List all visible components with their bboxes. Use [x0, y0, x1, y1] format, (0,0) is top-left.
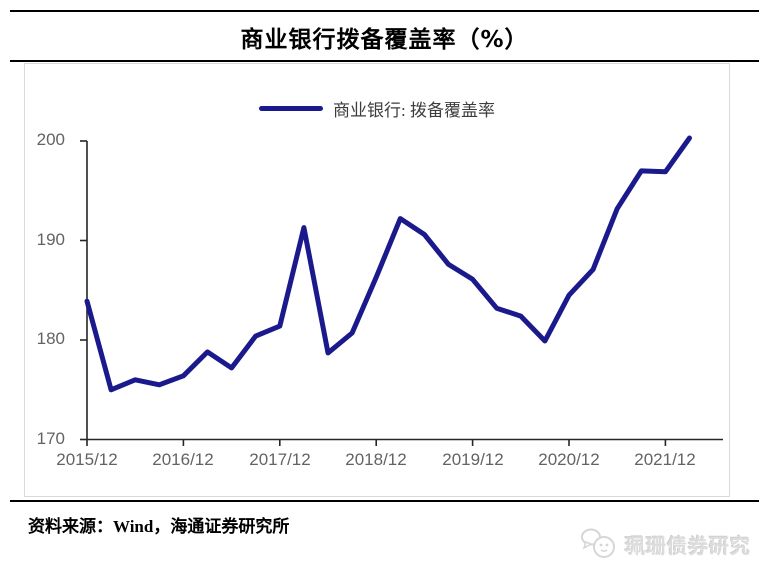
footer-rule	[10, 500, 759, 502]
y-axis-tick-label: 180	[36, 329, 65, 348]
legend-line-swatch	[259, 105, 323, 111]
series-line	[84, 135, 692, 393]
chart-title: 商业银行拨备覆盖率（%）	[240, 27, 529, 53]
x-axis-tick-label: 2019/12	[442, 450, 504, 469]
x-axis-tick-label: 2017/12	[249, 450, 311, 469]
x-axis-tick-label: 2016/12	[152, 450, 214, 469]
y-axis-tick-label: 190	[36, 230, 65, 249]
chart-area: 商业银行: 拨备覆盖率 200 190 180 170 2015/12 2016…	[24, 63, 730, 497]
watermark: 珮珊债券研究	[580, 528, 751, 560]
chat-bubbles-icon	[581, 528, 615, 558]
y-axis-tick-label: 170	[36, 429, 65, 448]
x-axis-tick-label: 2021/12	[634, 450, 696, 469]
y-axis-tick-label: 200	[36, 130, 65, 149]
title-top-rule	[10, 10, 759, 12]
x-axis-tick-label: 2020/12	[538, 450, 600, 469]
x-axis-tick-label: 2018/12	[345, 450, 407, 469]
title-bottom-rule	[10, 60, 759, 62]
line-chart-plot	[80, 135, 723, 446]
watermark-label: 珮珊债券研究	[625, 535, 751, 558]
x-axis-tick-label: 2015/12	[56, 450, 118, 469]
axes	[86, 141, 723, 441]
source-note: 资料来源：Wind，海通证券研究所	[28, 517, 290, 536]
legend-label: 商业银行: 拨备覆盖率	[333, 100, 495, 120]
legend: 商业银行: 拨备覆盖率	[25, 97, 729, 120]
